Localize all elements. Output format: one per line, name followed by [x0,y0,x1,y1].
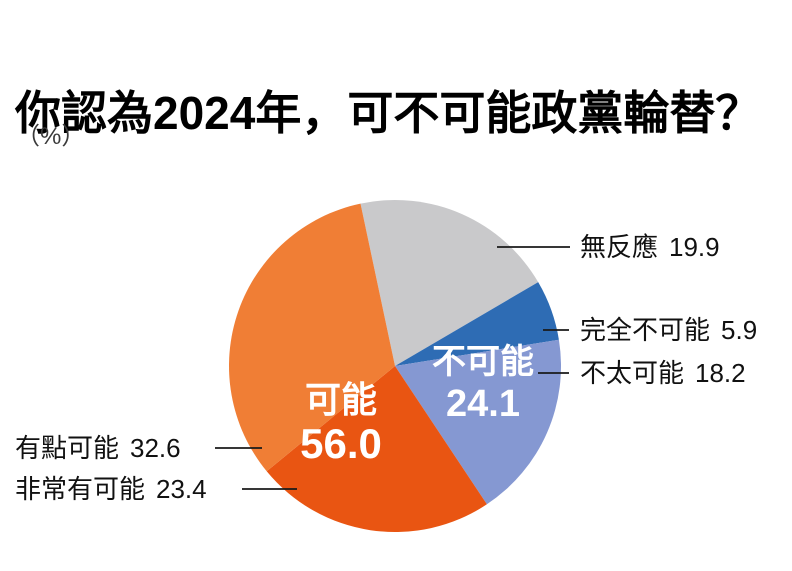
pie-slice-somewhat-possible [229,203,395,472]
slice-value: 18.2 [695,358,746,388]
slice-value: 23.4 [156,474,207,504]
unit-label: （%） [16,123,86,150]
pie-slice-no-response [360,199,539,366]
slice-value: 19.9 [669,232,720,262]
slice-label: 完全不可能 [580,315,711,345]
group-label-impossible: 不可能 24.1 [432,342,534,426]
group-name: 不可能 [432,343,534,381]
slice-label: 不太可能 [580,358,685,388]
callout-completely-impossible: 完全不可能 5.9 [580,314,757,346]
group-name: 可能 [304,379,377,420]
slice-label: 非常有可能 [15,474,146,504]
pie-slice-completely-impossible [395,282,559,366]
pie-slice-very-possible [266,366,487,533]
callout-not-very-possible: 不太可能 18.2 [580,357,746,389]
slice-value: 32.6 [130,433,181,463]
slice-label: 有點可能 [15,433,120,463]
slice-label: 無反應 [580,232,659,262]
group-value: 24.1 [446,383,520,425]
callout-very-possible: 非常有可能 23.4 [15,473,207,505]
group-value: 56.0 [300,420,382,467]
pie-slice-not-very-possible [395,339,562,505]
group-label-possible: 可能 56.0 [300,379,382,467]
callout-somewhat-possible: 有點可能 32.6 [15,432,181,464]
callout-no-response: 無反應 19.9 [580,231,720,263]
slice-value: 5.9 [721,315,758,345]
chart-title: 你認為2024年，可不可能政黨輪替？ [15,86,762,139]
